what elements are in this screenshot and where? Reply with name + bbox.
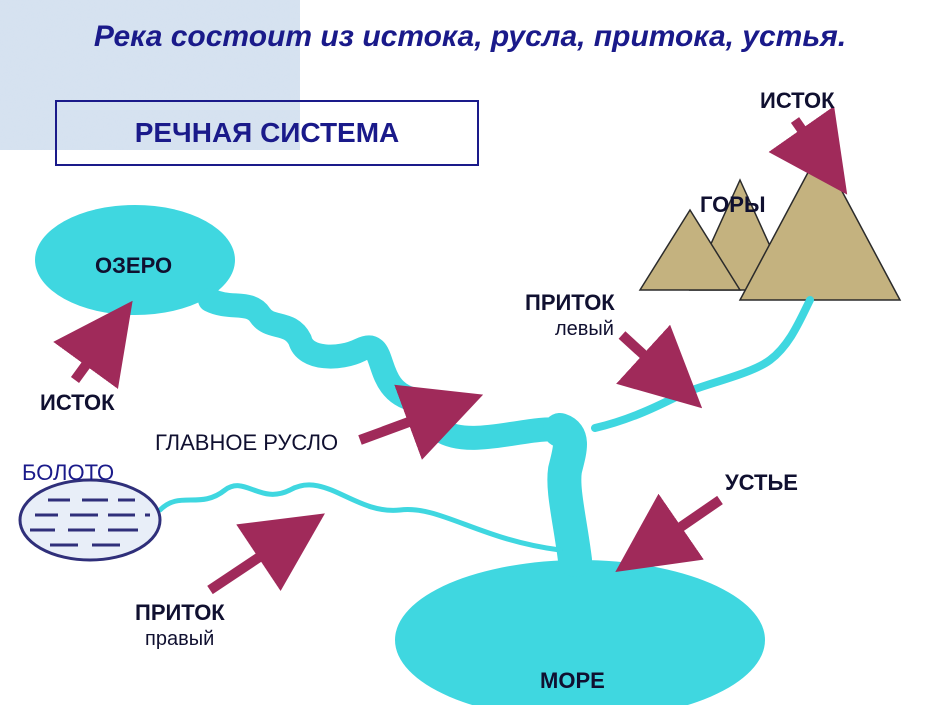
arrow-glavnoe-ruslo	[360, 405, 455, 440]
label-ustye: УСТЬЕ	[725, 470, 798, 496]
left-tributary	[595, 300, 810, 428]
subtitle-text: РЕЧНАЯ СИСТЕМА	[135, 117, 400, 149]
label-gory: ГОРЫ	[700, 192, 766, 218]
label-pritok_left1: ПРИТОК	[525, 290, 615, 316]
arrow-ustye	[640, 500, 720, 555]
arrow-istok-top	[795, 120, 830, 170]
main-river-lower	[560, 430, 575, 560]
mountain-2	[740, 150, 900, 300]
subtitle-box: РЕЧНАЯ СИСТЕМА	[55, 100, 479, 166]
label-more: МОРЕ	[540, 668, 605, 694]
label-pritok_left2: левый	[555, 318, 614, 341]
arrow-pritok-left	[622, 335, 680, 388]
label-ozero: ОЗЕРО	[95, 253, 172, 279]
label-pritok_right2: правый	[145, 628, 214, 651]
mountain-1	[640, 210, 740, 290]
title-text: Река состоит из истока, русла, притока, …	[94, 20, 846, 53]
page-title: Река состоит из истока, русла, притока, …	[0, 20, 940, 54]
label-glavnoe_ruslo: ГЛАВНОЕ РУСЛО	[155, 430, 338, 456]
arrow-pritok-right	[210, 530, 300, 590]
label-boloto: БОЛОТО	[22, 460, 114, 486]
label-pritok_right1: ПРИТОК	[135, 600, 225, 626]
arrow-istok-left	[75, 325, 115, 380]
label-istok_left: ИСТОК	[40, 390, 115, 416]
swamp-shape	[20, 480, 160, 560]
label-istok_top: ИСТОК	[760, 88, 835, 114]
right-tributary	[160, 485, 560, 550]
